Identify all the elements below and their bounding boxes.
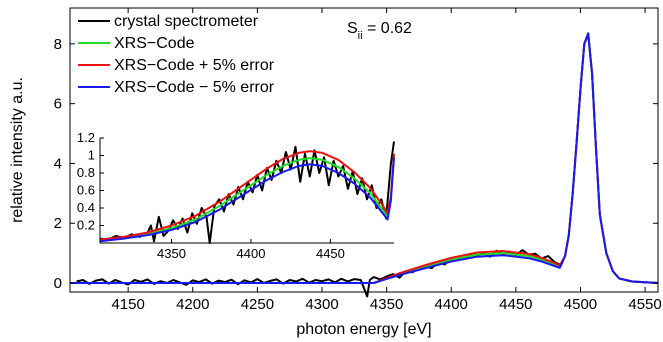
x-tick-label: 4300 <box>305 296 338 313</box>
x-tick-label: 4150 <box>111 296 144 313</box>
x-tick-label: 4450 <box>499 296 532 313</box>
inset-background <box>100 138 394 243</box>
x-axis-label: photon energy [eV] <box>296 321 431 338</box>
inset-y-tick-label: 0.8 <box>77 165 95 180</box>
x-tick-label: 4250 <box>241 296 274 313</box>
x-tick-label: 4400 <box>435 296 468 313</box>
legend-label-xrs-code-5-error: XRS−Code − 5% error <box>114 79 275 96</box>
inset-x-tick-label: 4350 <box>157 246 186 261</box>
sii-symbol: S <box>347 20 358 37</box>
inset-y-tick-label: 1 <box>88 148 95 163</box>
y-tick-label: 8 <box>54 36 62 53</box>
inset-x-tick-label: 4400 <box>237 246 266 261</box>
inset-y-tick-label: 1.2 <box>77 130 95 145</box>
inset-x-tick-label: 4450 <box>316 246 345 261</box>
y-tick-label: 6 <box>54 96 62 113</box>
y-tick-label: 2 <box>54 215 62 232</box>
inset-y-tick-label: 0.2 <box>77 218 95 233</box>
y-tick-label: 4 <box>54 155 62 172</box>
inset-y-tick-label: 0.6 <box>77 183 95 198</box>
x-tick-label: 4200 <box>176 296 209 313</box>
y-axis-label: relative intensity a.u. <box>9 77 26 223</box>
sii-value: = 0.62 <box>363 20 412 37</box>
legend-label-xrs-code-5-error: XRS−Code + 5% error <box>114 57 275 74</box>
inset-y-tick-label: 0.4 <box>77 200 95 215</box>
y-tick-label: 0 <box>54 275 62 292</box>
legend-label-xrs-code: XRS−Code <box>114 35 195 52</box>
x-tick-label: 4550 <box>628 296 661 313</box>
x-tick-label: 4350 <box>370 296 403 313</box>
legend-label-crystal-spectrometer: crystal spectrometer <box>114 13 259 30</box>
x-tick-label: 4500 <box>564 296 597 313</box>
